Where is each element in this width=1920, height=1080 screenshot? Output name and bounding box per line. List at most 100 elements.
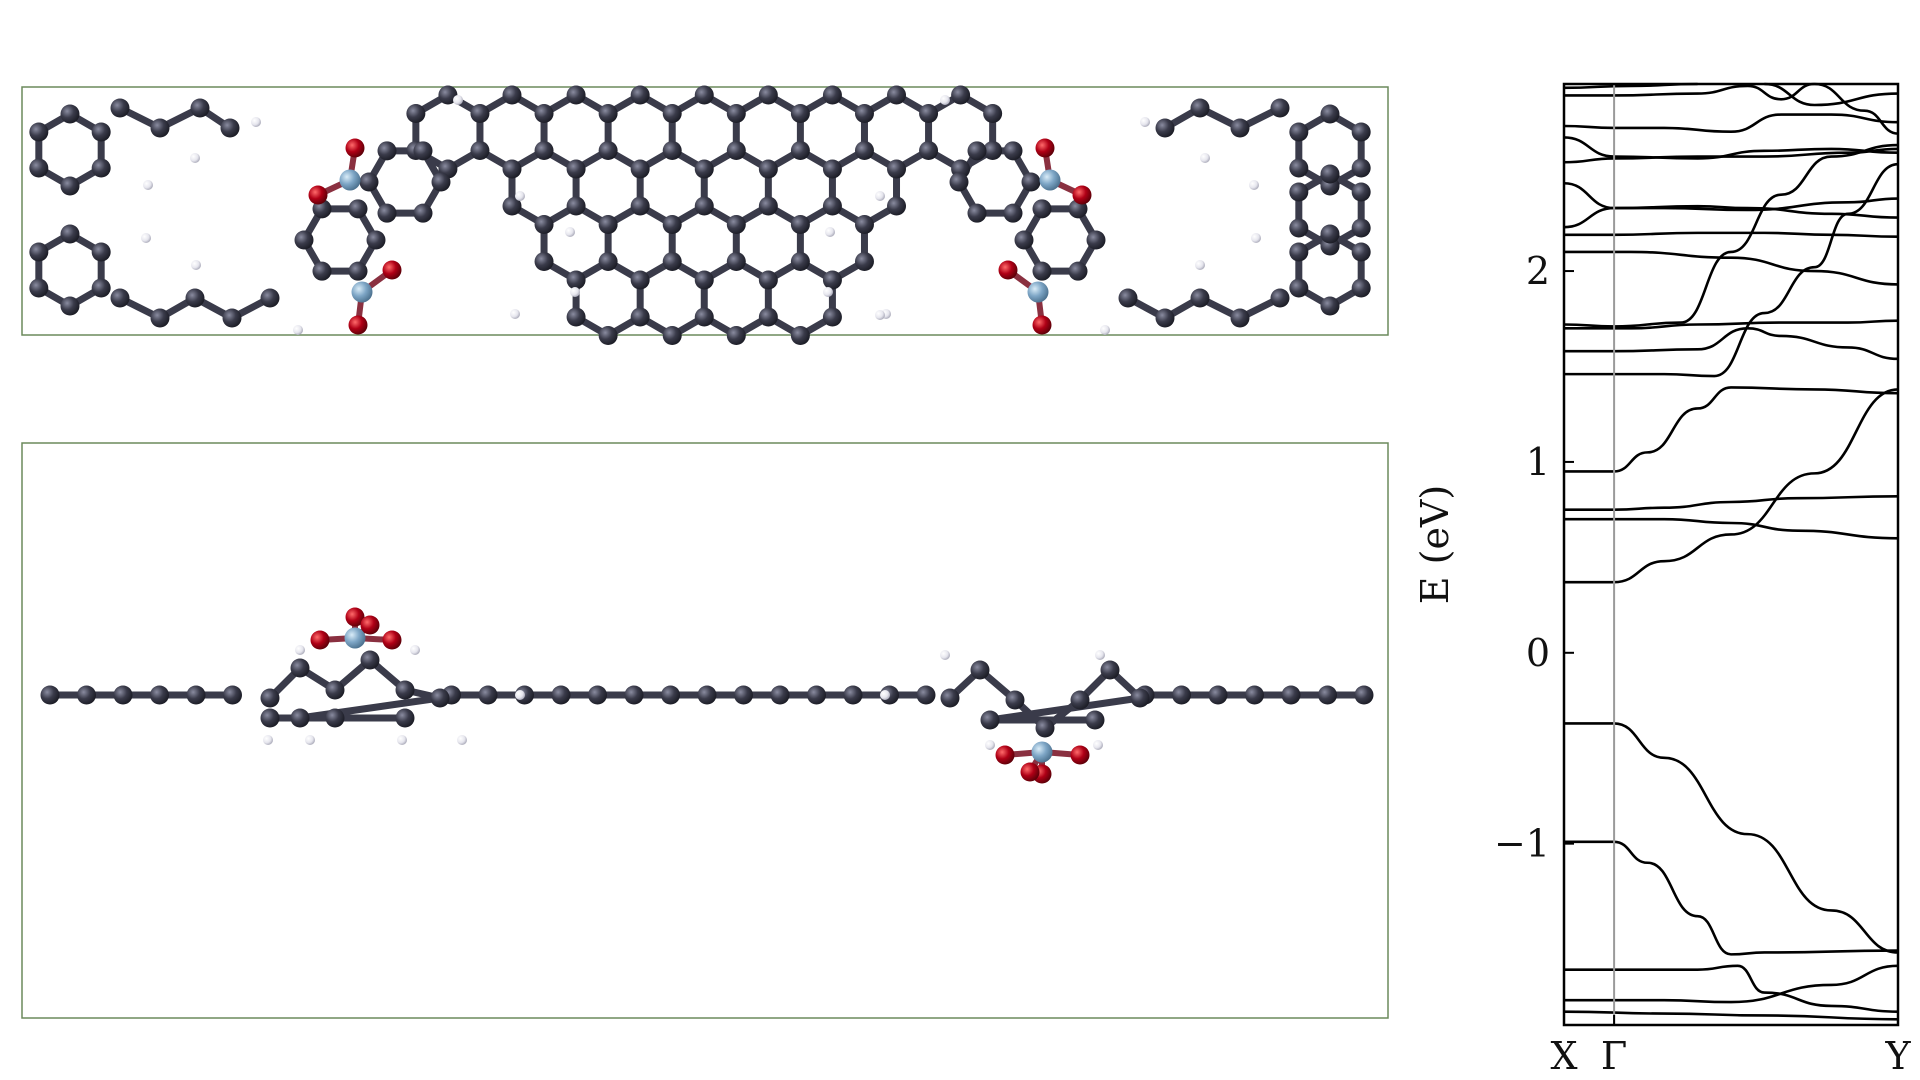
top-view-carbon-atom	[1014, 230, 1034, 250]
side-view-carbon-atom	[551, 685, 571, 705]
top-view-carbon-atom	[662, 326, 682, 345]
top-view-carbon-atom	[150, 118, 170, 138]
top-view-hydrogen-atom	[510, 309, 520, 319]
side-view-oxygen-atom	[1070, 745, 1090, 765]
top-view-carbon-atom	[60, 296, 80, 316]
top-view-carbon-atom	[822, 270, 842, 290]
top-view-carbon-atom	[502, 196, 522, 216]
top-view-hydrogen-atom	[293, 325, 303, 335]
top-view-carbon-atom	[312, 261, 332, 281]
side-view-carbon-atom	[588, 685, 607, 705]
top-view-carbon-atom	[1270, 288, 1290, 308]
top-view-carbon-atom	[694, 270, 714, 290]
top-view-carbon-atom	[1155, 308, 1175, 328]
top-view-carbon-atom	[91, 278, 111, 298]
y-axis-label: E (eV)	[1413, 485, 1457, 604]
top-view-oxygen-atom	[1032, 315, 1052, 335]
top-view-hydrogen-atom	[570, 287, 580, 297]
band-line-2	[1563, 840, 1899, 956]
side-view-hydrogen-atom	[263, 735, 273, 745]
top-view-carbon-atom	[758, 196, 778, 216]
top-view-carbon-atom	[854, 104, 874, 123]
top-view-carbon-atom	[662, 104, 682, 123]
top-view-carbon-atom	[413, 203, 433, 223]
side-view-carbon-atom	[661, 685, 680, 705]
top-view-hydrogen-atom	[191, 260, 201, 270]
top-view-carbon-atom	[887, 85, 907, 105]
side-view-carbon-atom	[980, 710, 1000, 730]
top-view-carbon-atom	[60, 224, 80, 244]
top-view-hydrogen-atom	[565, 227, 575, 237]
side-view-carbon-atom	[113, 685, 133, 705]
band-line-19	[1563, 136, 1899, 160]
side-view-carbon-atom	[1172, 685, 1191, 705]
top-view-oxygen-atom	[382, 260, 402, 280]
side-view-oxygen-atom	[310, 630, 330, 650]
top-view-carbon-atom	[1289, 122, 1309, 142]
top-view-carbon-atom	[1003, 203, 1023, 223]
top-view-carbon-atom	[91, 242, 111, 262]
top-view-boron-atom	[1027, 281, 1049, 303]
top-view-hydrogen-atom	[823, 287, 833, 297]
top-view-carbon-atom	[1351, 278, 1371, 298]
top-view-carbon-atom	[1118, 288, 1138, 308]
top-view-carbon-atom	[854, 215, 874, 234]
side-view-carbon-atom	[1130, 688, 1150, 708]
side-view-hydrogen-atom	[880, 690, 890, 700]
y-tick-label: −1	[1494, 822, 1550, 866]
top-view-carbon-atom	[919, 141, 939, 160]
top-view-hydrogen-atom	[515, 191, 525, 201]
top-view-carbon-atom	[1289, 278, 1309, 298]
top-view-carbon-atom	[919, 104, 939, 123]
top-view-carbon-atom	[470, 141, 490, 160]
top-view-oxygen-atom	[1072, 185, 1092, 205]
top-view-carbon-atom	[758, 270, 778, 290]
top-view-carbon-atom	[790, 104, 810, 123]
y-tick-label: 2	[1526, 249, 1550, 293]
top-view-carbon-atom	[1289, 182, 1309, 202]
top-view-carbon-atom	[1021, 172, 1041, 192]
top-view-carbon-atom	[438, 85, 458, 105]
side-view-carbon-atom	[260, 688, 280, 708]
top-view-carbon-atom	[822, 196, 842, 216]
top-view-carbon-atom	[1230, 118, 1250, 138]
side-view-carbon-atom	[395, 680, 415, 700]
band-line-21	[1563, 82, 1899, 135]
top-view-carbon-atom	[1351, 218, 1371, 238]
top-view-carbon-atom	[598, 326, 618, 345]
top-view-carbon-atom	[1320, 104, 1340, 124]
top-view-carbon-atom	[790, 326, 810, 345]
side-view-carbon-atom	[290, 708, 310, 728]
top-view-carbon-atom	[1155, 118, 1175, 138]
band-line-4	[1564, 964, 1899, 1004]
top-view-carbon-atom	[854, 252, 874, 271]
top-view-carbon-atom	[790, 141, 810, 160]
top-view-carbon-atom	[60, 104, 80, 124]
top-view-carbon-atom	[534, 215, 554, 234]
side-view-oxygen-atom	[995, 745, 1015, 765]
side-view-carbon-atom	[1070, 690, 1090, 710]
top-view-carbon-atom	[534, 104, 554, 123]
side-view-carbon-atom	[1100, 660, 1120, 680]
top-view-carbon-atom	[91, 122, 111, 142]
band-line-3	[1563, 964, 1899, 1013]
molecule-side-view	[21, 442, 1389, 1019]
y-tick-label: 1	[1526, 440, 1550, 484]
top-view-carbon-atom	[1230, 308, 1250, 328]
top-view-hydrogen-atom	[1251, 233, 1261, 243]
side-view-carbon-atom	[150, 685, 169, 705]
band-line-23	[1764, 82, 1899, 107]
side-view-hydrogen-atom	[1093, 740, 1103, 750]
top-view-carbon-atom	[377, 141, 397, 161]
side-view-carbon-atom	[1245, 685, 1264, 705]
top-view-carbon-atom	[406, 104, 426, 123]
top-view-hydrogen-atom	[1100, 325, 1110, 335]
top-view-carbon-atom	[630, 159, 650, 179]
top-view-carbon-atom	[29, 278, 49, 298]
top-view-carbon-atom	[1086, 230, 1106, 250]
top-view-carbon-atom	[694, 85, 714, 105]
top-view-carbon-atom	[566, 307, 586, 327]
top-view-carbon-atom	[190, 98, 210, 118]
